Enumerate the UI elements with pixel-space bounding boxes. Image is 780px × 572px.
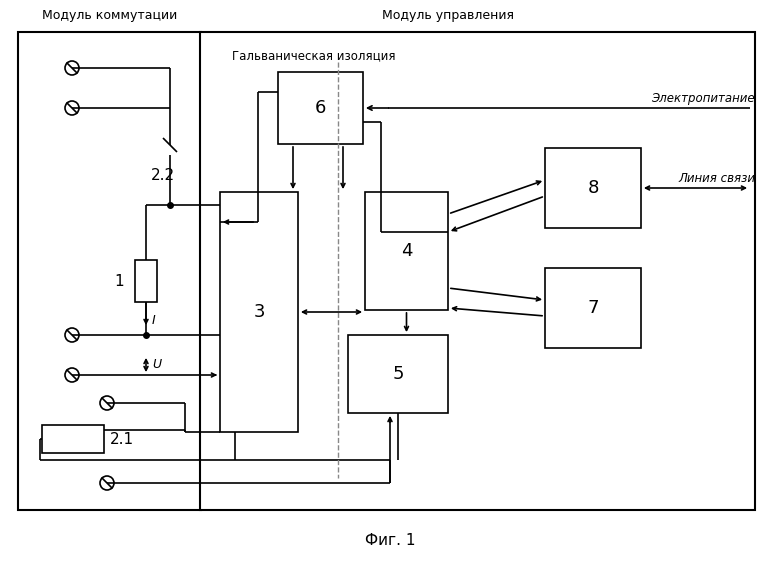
Text: Модуль управления: Модуль управления [381, 9, 513, 22]
Bar [278, 72, 363, 144]
Text: U: U [152, 359, 161, 371]
Text: 4: 4 [401, 242, 413, 260]
Bar [545, 268, 641, 348]
Text: I: I [152, 315, 156, 328]
Bar [42, 425, 104, 453]
Text: 3: 3 [254, 303, 264, 321]
Text: 2.1: 2.1 [110, 431, 134, 447]
Text: 6: 6 [315, 99, 326, 117]
Text: Гальваническая изоляция: Гальваническая изоляция [232, 49, 395, 62]
Bar [200, 32, 755, 510]
Bar [18, 32, 201, 510]
Text: 2.2: 2.2 [151, 168, 175, 182]
Bar [32, 188, 170, 466]
Text: 7: 7 [587, 299, 599, 317]
Bar [135, 260, 157, 302]
Text: 8: 8 [587, 179, 599, 197]
Bar [220, 192, 298, 432]
Bar [545, 148, 641, 228]
Text: Модуль коммутации: Модуль коммутации [42, 9, 177, 22]
Text: 1: 1 [114, 273, 124, 288]
Text: 5: 5 [392, 365, 404, 383]
Text: Электропитание: Электропитание [651, 92, 755, 105]
Text: Линия связи: Линия связи [678, 172, 755, 185]
Text: Фиг. 1: Фиг. 1 [365, 533, 415, 548]
Bar [348, 335, 448, 413]
Bar [365, 192, 448, 310]
